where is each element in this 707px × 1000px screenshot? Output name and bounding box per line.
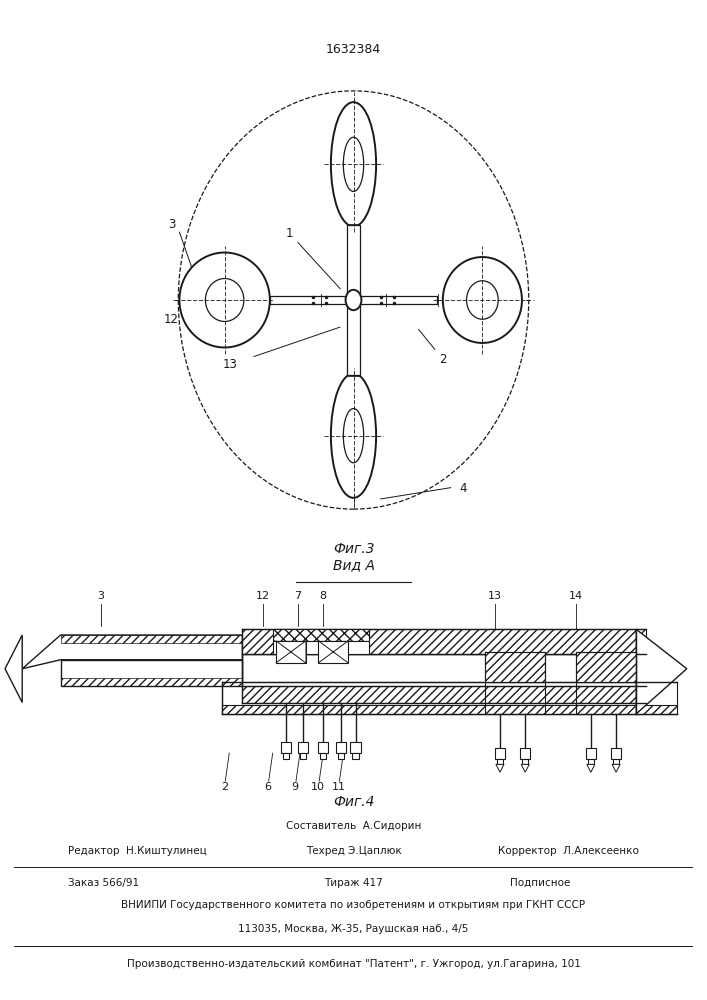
Bar [243,629,646,654]
Text: 1: 1 [286,227,340,289]
Polygon shape [5,635,22,702]
Bar [318,641,349,663]
Bar [588,759,594,764]
Text: 6: 6 [264,782,271,792]
Text: Корректор  Л.Алексеенко: Корректор Л.Алексеенко [498,846,638,856]
Text: 2: 2 [419,329,447,366]
Text: Заказ 566/91: Заказ 566/91 [69,878,139,888]
Bar [243,654,646,686]
Bar [337,742,346,753]
Text: Составитель  А.Сидорин: Составитель А.Сидорин [286,821,421,831]
Ellipse shape [180,253,270,347]
Text: 7: 7 [294,591,301,601]
Text: Подписное: Подписное [510,878,570,888]
Polygon shape [587,764,595,772]
Text: 9: 9 [291,782,298,792]
Bar [320,753,326,759]
Bar [497,759,503,764]
Text: 13: 13 [488,591,502,601]
Bar [586,748,596,759]
Text: 1632384: 1632384 [326,43,381,56]
Bar [353,753,358,759]
Text: 8: 8 [320,591,327,601]
Bar [273,629,368,641]
Ellipse shape [346,290,361,310]
Text: Фиг.3: Фиг.3 [333,542,374,556]
Polygon shape [612,764,620,772]
Text: Тираж 417: Тираж 417 [324,878,383,888]
Text: 10: 10 [311,782,325,792]
Bar [281,742,291,753]
Bar [495,748,505,759]
Bar [575,652,636,682]
Bar [276,641,306,663]
Text: 3: 3 [98,591,105,601]
Text: Техред Э.Цаплюк: Техред Э.Цаплюк [305,846,402,856]
Text: 12: 12 [255,591,269,601]
Ellipse shape [443,257,522,343]
Text: Редактор  Н.Киштулинец: Редактор Н.Киштулинец [69,846,207,856]
Bar [283,753,289,759]
Bar [222,705,677,714]
Bar [351,742,361,753]
Bar [298,742,308,753]
Text: 2: 2 [221,782,228,792]
Ellipse shape [331,373,376,498]
Text: Производственно-издательский комбинат "Патент", г. Ужгород, ул.Гагарина, 101: Производственно-издательский комбинат "П… [127,959,580,969]
Bar [611,748,621,759]
Bar [485,652,545,682]
Bar [522,759,528,764]
Bar [243,686,646,702]
Ellipse shape [331,102,376,227]
Bar [270,296,437,304]
Text: Вид А: Вид А [332,558,375,572]
Polygon shape [61,660,243,686]
Text: 13: 13 [223,358,238,371]
Bar [318,742,328,753]
Text: 11: 11 [332,782,345,792]
Bar [520,748,530,759]
Text: 14: 14 [568,591,583,601]
Text: Фиг.4: Фиг.4 [333,795,374,809]
Bar [347,225,360,375]
Text: 113035, Москва, Ж-35, Раушская наб., 4/5: 113035, Москва, Ж-35, Раушская наб., 4/5 [238,924,469,934]
Text: ВНИИПИ Государственного комитета по изобретениям и открытиям при ГКНТ СССР: ВНИИПИ Государственного комитета по изоб… [122,900,585,910]
Bar [273,641,368,654]
Text: 4: 4 [460,482,467,495]
Bar [613,759,619,764]
Polygon shape [636,629,686,714]
Bar [339,753,344,759]
Polygon shape [496,764,504,772]
Text: 3: 3 [168,218,175,231]
Bar [222,682,677,714]
Bar [300,753,306,759]
Polygon shape [521,764,530,772]
Polygon shape [22,635,243,669]
Text: 12: 12 [163,313,179,326]
